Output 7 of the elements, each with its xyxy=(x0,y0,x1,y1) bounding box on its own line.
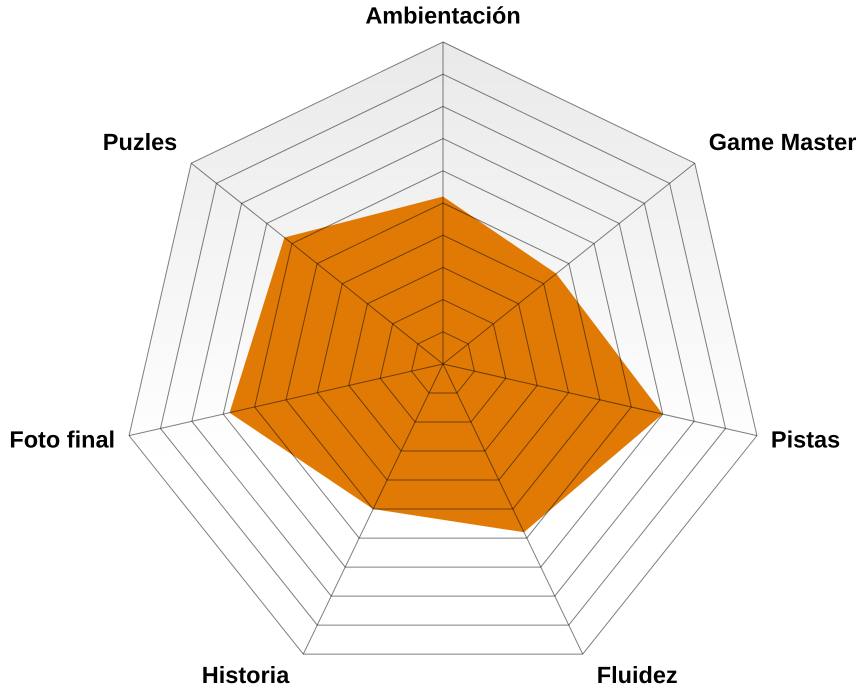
spoke-label: Historia xyxy=(202,662,290,688)
spoke-label: Puzles xyxy=(102,129,178,156)
spoke-label: Fluidez xyxy=(596,662,678,688)
spoke-label: Foto final xyxy=(9,426,116,453)
spoke-label: Pistas xyxy=(770,426,840,453)
spoke-label: Game Master xyxy=(708,129,856,156)
spoke-label: Ambientación xyxy=(365,2,521,28)
